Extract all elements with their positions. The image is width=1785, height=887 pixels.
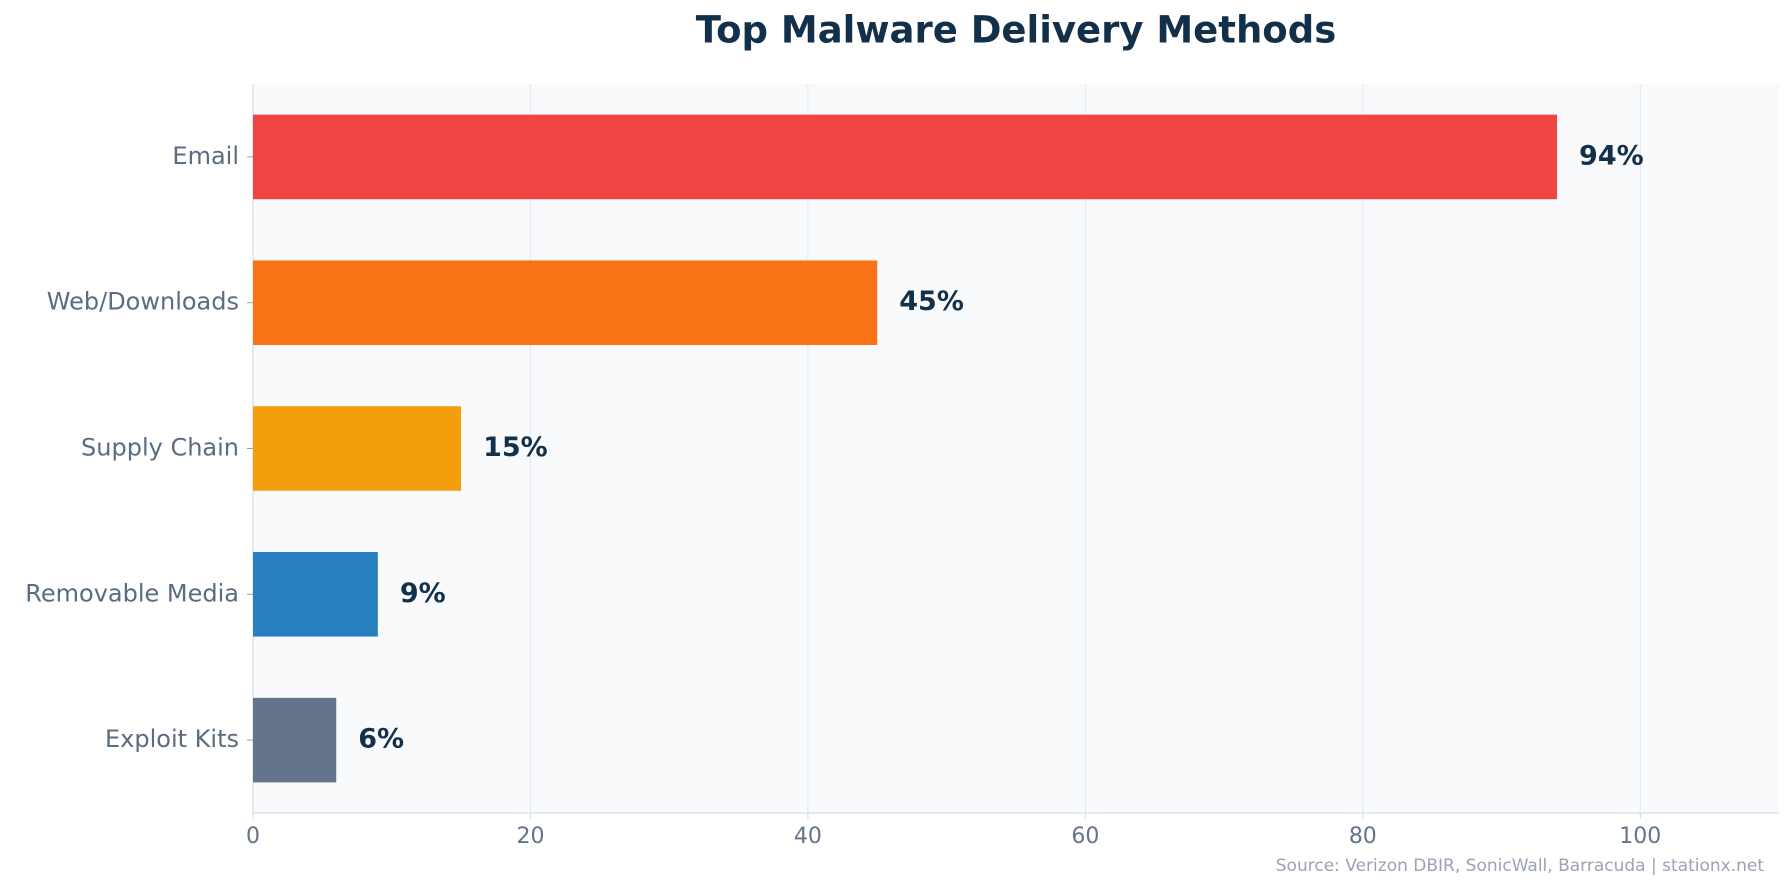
x-tick-label: 0: [246, 824, 260, 849]
y-tick-label: Exploit Kits: [105, 725, 239, 753]
value-label: 15%: [483, 432, 548, 463]
value-label: 45%: [899, 286, 964, 317]
source-note: Source: Verizon DBIR, SonicWall, Barracu…: [1276, 856, 1765, 876]
bar: [253, 406, 462, 491]
x-tick-label: 20: [516, 824, 544, 849]
bar: [253, 260, 878, 345]
bar: [253, 114, 1558, 200]
bar: [253, 697, 337, 783]
x-tick-label: 40: [794, 824, 822, 849]
y-tick-label: Removable Media: [25, 579, 239, 607]
y-tick-label: Email: [172, 142, 239, 170]
value-label: 94%: [1579, 140, 1644, 171]
x-tick-label: 80: [1349, 824, 1377, 849]
chart-title: Top Malware Delivery Methods: [696, 9, 1336, 52]
bar: [253, 552, 378, 637]
plot-area: [253, 84, 1779, 813]
x-tick-label: 60: [1071, 824, 1099, 849]
value-label: 9%: [400, 578, 446, 609]
value-label: 6%: [358, 724, 404, 755]
y-tick-label: Supply Chain: [81, 434, 239, 462]
x-tick-label: 100: [1619, 824, 1661, 849]
y-tick-label: Web/Downloads: [47, 288, 239, 316]
